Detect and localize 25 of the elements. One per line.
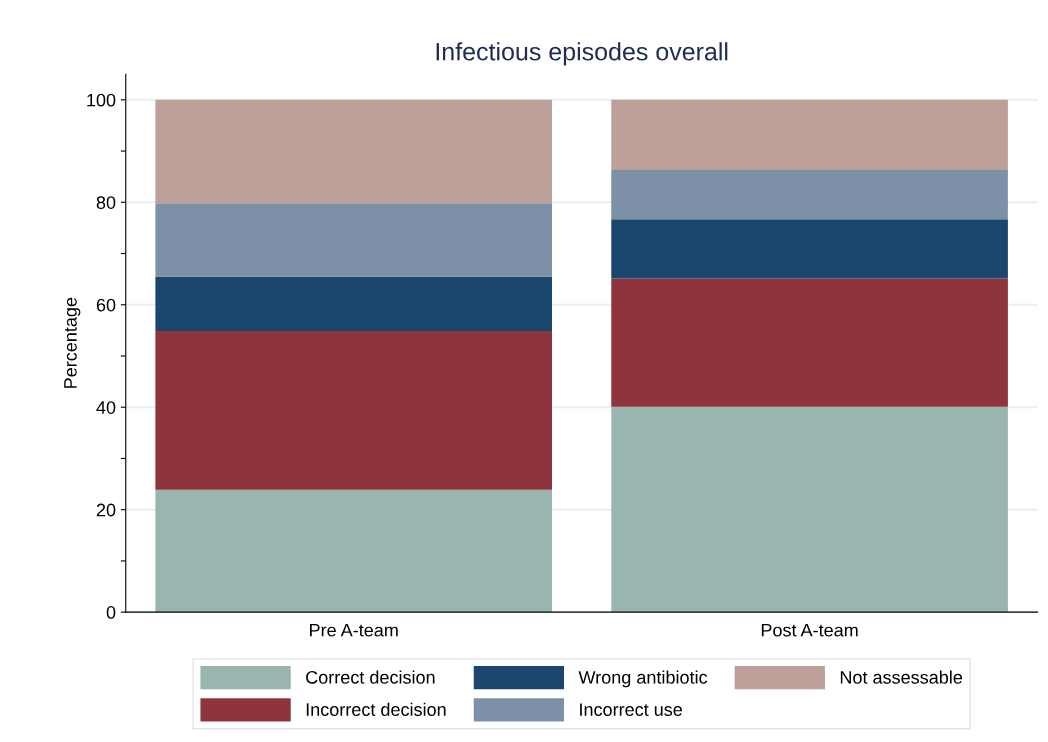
chart-title: Infectious episodes overall (436, 42, 728, 66)
bar (155, 203, 553, 277)
y-tick-label: 80 (96, 196, 116, 209)
legend-label: Not assessable (840, 670, 963, 684)
bar (155, 99, 553, 204)
bar (611, 99, 1008, 171)
y-tick-label: 60 (96, 298, 116, 312)
bar (155, 330, 553, 490)
bar (611, 406, 1008, 613)
legend-label: Wrong antibiotic (578, 670, 708, 688)
x-tick-label: Pre A-team (310, 623, 398, 637)
bar (611, 278, 1008, 407)
legend-label: Correct decision (306, 670, 435, 684)
bar (155, 276, 553, 331)
bar (611, 170, 1008, 220)
legend-label: Incorrect use (580, 703, 683, 716)
y-axis-title: Percentage (64, 297, 81, 388)
y-tick-label: 0 (106, 606, 116, 619)
y-tick-label: 100 (87, 93, 116, 107)
y-tick-label: 20 (96, 503, 116, 517)
y-tick-label: 40 (96, 401, 116, 414)
bar (155, 489, 553, 613)
legend-label: Incorrect decision (306, 702, 446, 716)
bar (611, 219, 1008, 279)
x-tick-label: Post A-team (761, 623, 858, 637)
